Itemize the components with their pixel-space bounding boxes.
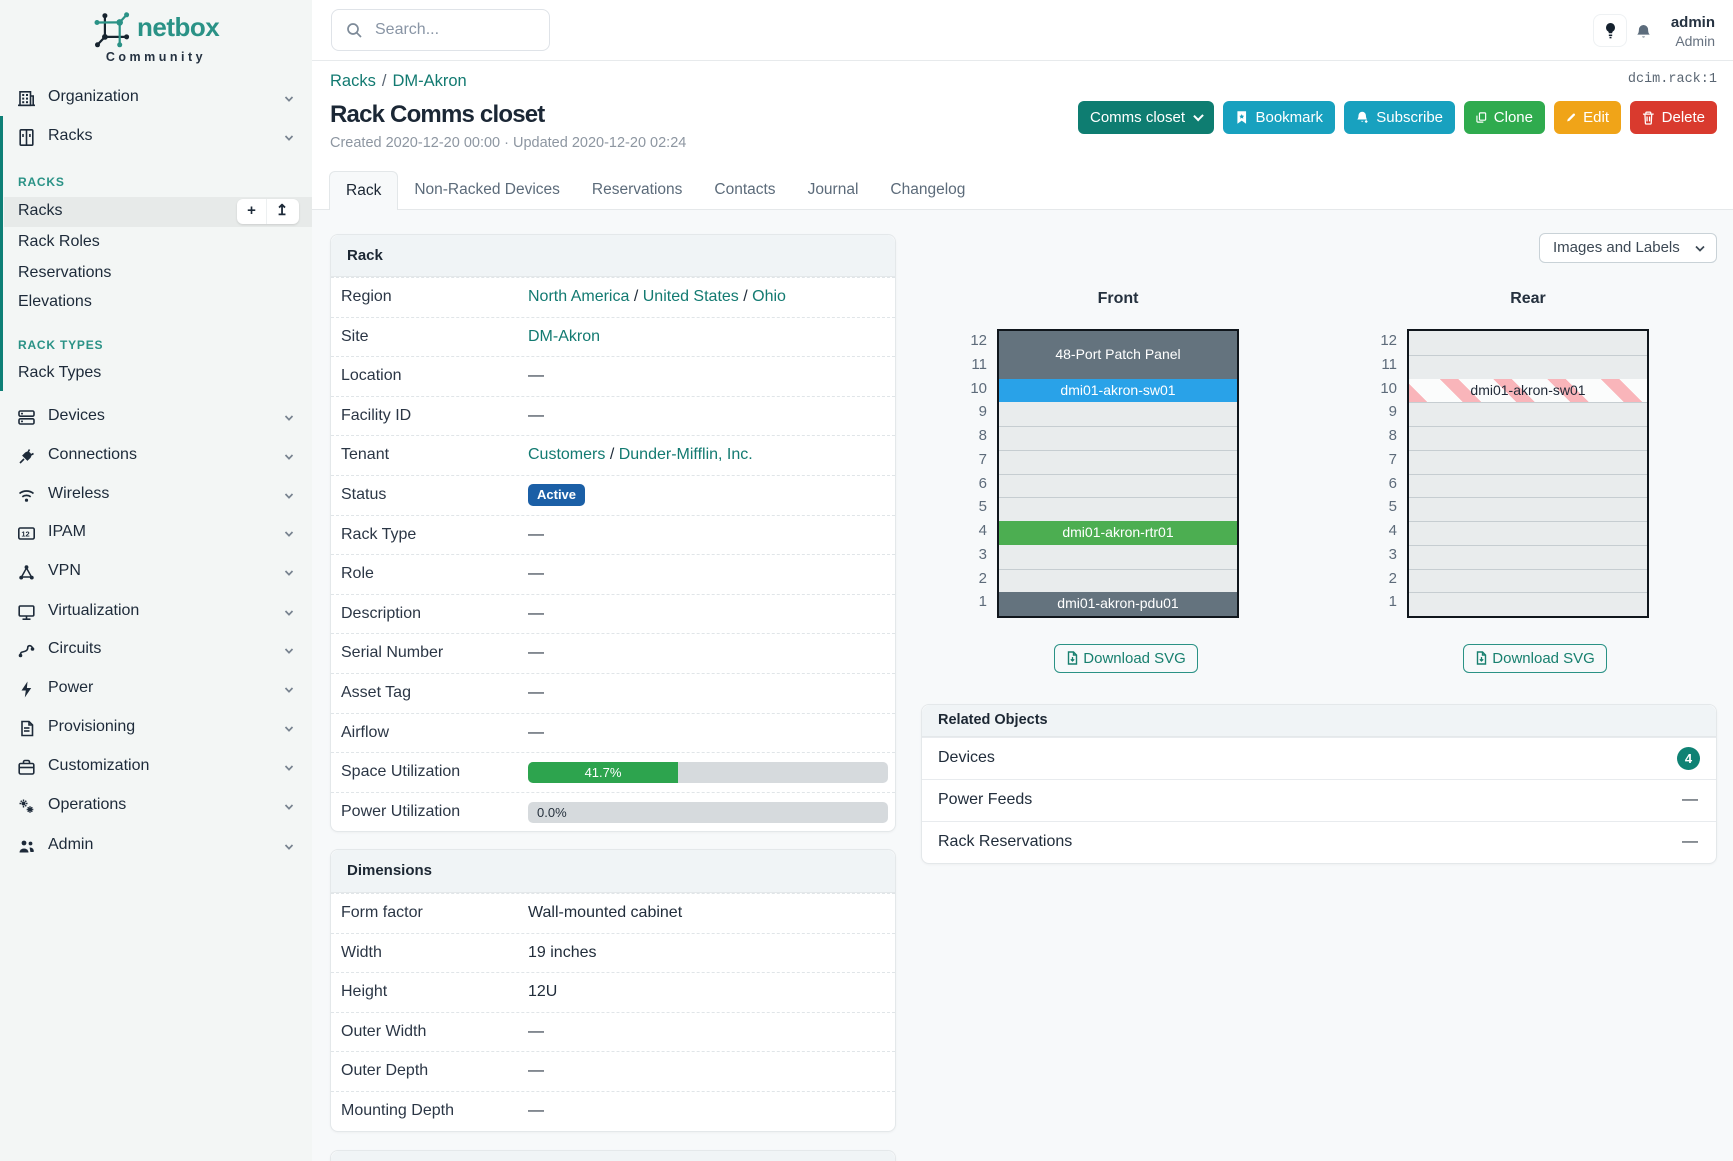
svg-text:12: 12 xyxy=(21,529,29,538)
